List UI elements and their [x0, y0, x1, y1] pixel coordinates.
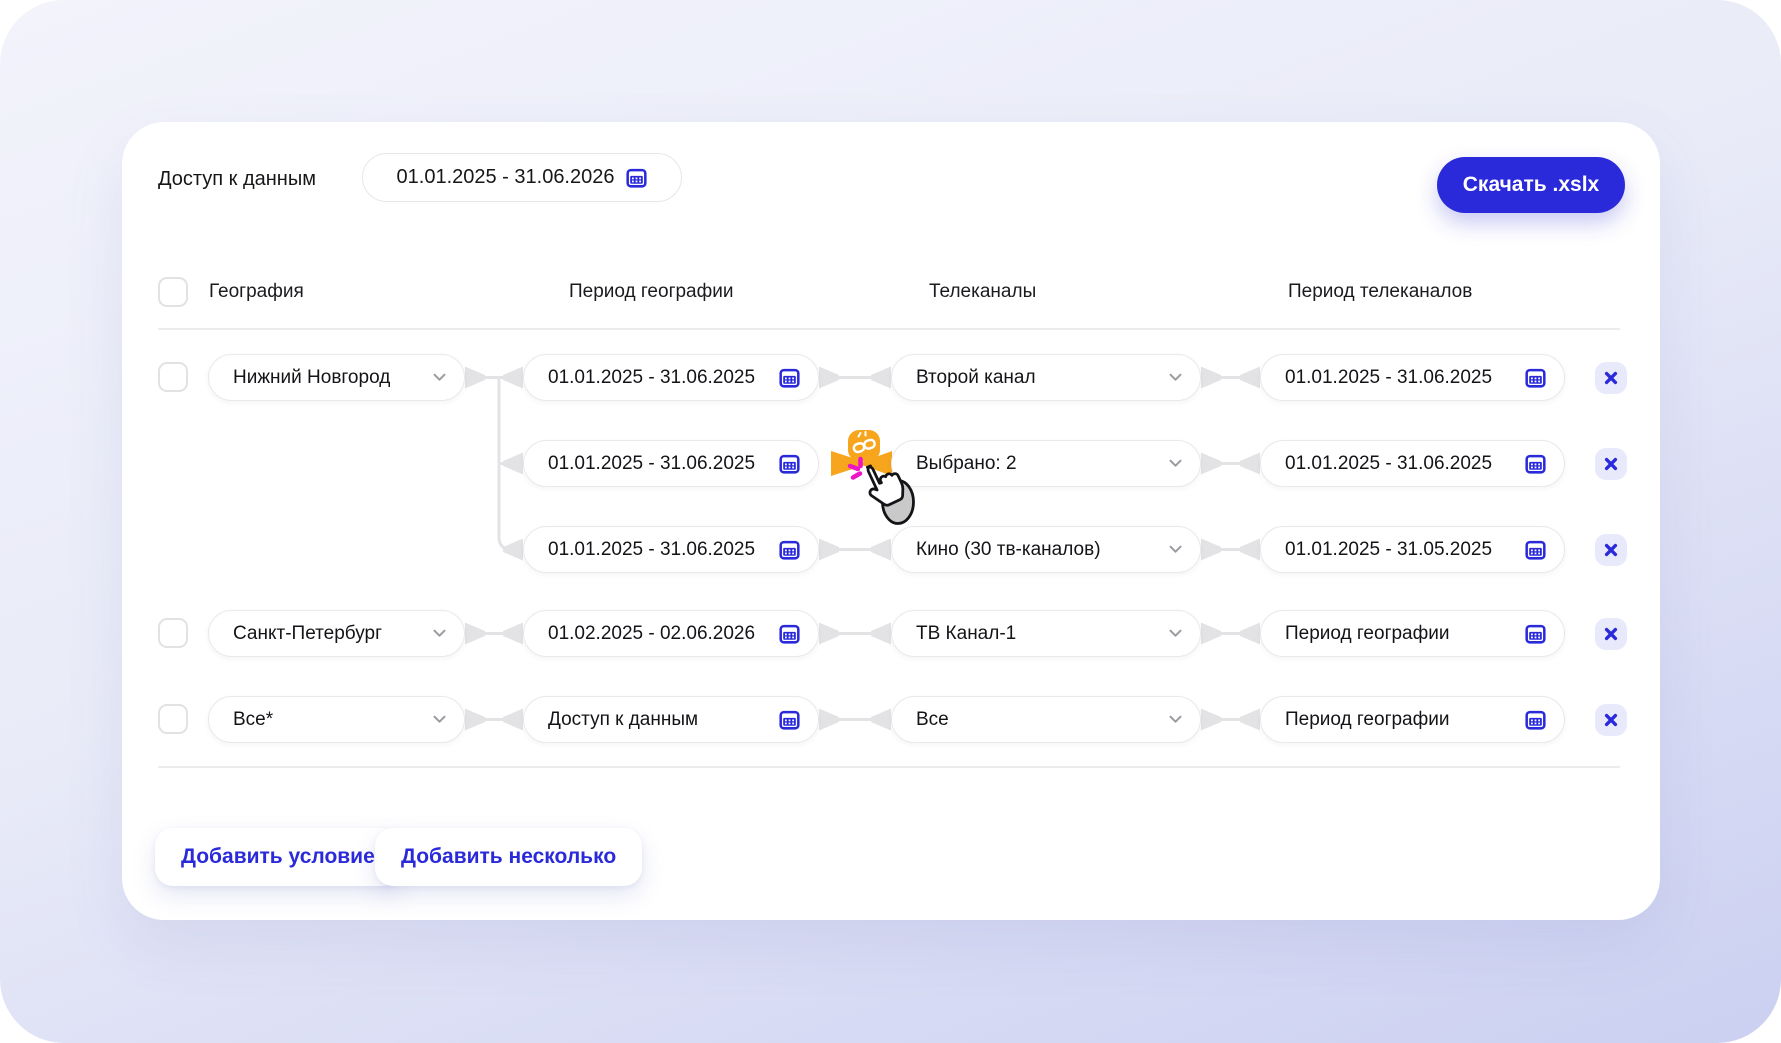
channel-period-value: 01.01.2025 - 31.05.2025	[1285, 538, 1493, 560]
select-all-checkbox[interactable]	[158, 277, 188, 307]
geo-period-input[interactable]: 01.01.2025 - 31.06.2025	[523, 354, 819, 401]
calendar-icon[interactable]	[626, 167, 648, 188]
chevron-down-icon	[433, 629, 446, 637]
channels-select[interactable]: ТВ Канал-1	[891, 610, 1201, 657]
channel-period-value: 01.01.2025 - 31.06.2025	[1285, 366, 1493, 388]
channels-value: Все	[916, 708, 949, 730]
remove-row-button[interactable]	[1595, 704, 1627, 736]
channels-select[interactable]: Все	[891, 696, 1201, 743]
calendar-icon[interactable]	[1525, 367, 1546, 388]
channel-period-input[interactable]: 01.01.2025 - 31.06.2025	[1260, 354, 1565, 401]
geo-period-value: Доступ к данным	[548, 708, 699, 730]
row-checkbox[interactable]	[158, 618, 188, 648]
geo-period-value: 01.01.2025 - 31.06.2025	[548, 538, 756, 560]
channels-value: Выбрано: 2	[916, 452, 1017, 474]
chevron-down-icon	[433, 715, 446, 723]
chevron-down-icon	[1169, 715, 1182, 723]
close-icon	[1604, 713, 1618, 727]
channel-period-value: 01.01.2025 - 31.06.2025	[1285, 452, 1493, 474]
channel-period-value: Период географии	[1285, 622, 1450, 644]
channels-value: Второй канал	[916, 366, 1036, 388]
geography-value: Санкт-Петербург	[233, 622, 383, 644]
geo-period-value: 01.01.2025 - 31.06.2025	[548, 452, 756, 474]
chevron-down-icon	[433, 373, 446, 381]
calendar-icon[interactable]	[1525, 539, 1546, 560]
calendar-icon[interactable]	[779, 709, 800, 730]
calendar-icon[interactable]	[779, 623, 800, 644]
calendar-icon[interactable]	[1525, 453, 1546, 474]
geo-period-input[interactable]: 01.02.2025 - 02.06.2026	[523, 610, 819, 657]
geography-value: Нижний Новгород	[233, 366, 391, 388]
geography-select[interactable]: Все*	[208, 696, 465, 743]
remove-row-button[interactable]	[1595, 362, 1627, 394]
remove-row-button[interactable]	[1595, 448, 1627, 480]
data-access-period-value: 01.01.2025 - 31.06.2026	[396, 166, 615, 188]
channels-value: Кино (30 тв-каналов)	[916, 538, 1101, 560]
close-icon	[1604, 457, 1618, 471]
geo-period-input[interactable]: 01.01.2025 - 31.06.2025	[523, 440, 819, 487]
close-icon	[1604, 627, 1618, 641]
chevron-down-icon	[1169, 459, 1182, 467]
header-geo-period: Период географии	[569, 281, 734, 302]
add-condition-button[interactable]: Добавить условие	[155, 828, 401, 886]
geography-select[interactable]: Нижний Новгород	[208, 354, 465, 401]
chevron-down-icon	[1169, 629, 1182, 637]
filter-panel-card: Доступ к данным 01.01.2025 - 31.06.2026 …	[122, 122, 1660, 920]
remove-row-button[interactable]	[1595, 618, 1627, 650]
channel-period-input[interactable]: Период географии	[1260, 610, 1565, 657]
geo-period-input[interactable]: 01.01.2025 - 31.06.2025	[523, 526, 819, 573]
calendar-icon[interactable]	[1525, 623, 1546, 644]
channel-period-value: Период географии	[1285, 708, 1450, 730]
header-channel-period: Период телеканалов	[1288, 281, 1473, 302]
data-access-label: Доступ к данным	[158, 168, 316, 190]
channel-period-input[interactable]: Период географии	[1260, 696, 1565, 743]
chevron-down-icon	[1169, 545, 1182, 553]
geo-period-value: 01.01.2025 - 31.06.2025	[548, 366, 756, 388]
channels-value: ТВ Канал-1	[916, 622, 1017, 644]
add-multiple-button[interactable]: Добавить несколько	[375, 828, 643, 886]
remove-row-button[interactable]	[1595, 534, 1627, 566]
footer-separator	[158, 766, 1620, 768]
header-geography: География	[209, 281, 304, 302]
calendar-icon[interactable]	[779, 453, 800, 474]
geography-value: Все*	[233, 708, 274, 730]
geo-period-value: 01.02.2025 - 02.06.2026	[548, 622, 756, 644]
data-access-period-input[interactable]: 01.01.2025 - 31.06.2026	[362, 153, 682, 202]
calendar-icon[interactable]	[1525, 709, 1546, 730]
channels-select[interactable]: Кино (30 тв-каналов)	[891, 526, 1201, 573]
channel-period-input[interactable]: 01.01.2025 - 31.06.2025	[1260, 440, 1565, 487]
connector-lines	[465, 366, 1260, 731]
channels-select[interactable]: Выбрано: 2	[891, 440, 1201, 487]
channels-select[interactable]: Второй канал	[891, 354, 1201, 401]
download-xslx-button[interactable]: Скачать .xslx	[1437, 157, 1625, 213]
link-highlight-connector	[831, 430, 892, 476]
header-separator	[158, 328, 1620, 330]
chevron-down-icon	[1169, 373, 1182, 381]
row-checkbox[interactable]	[158, 704, 188, 734]
geography-select[interactable]: Санкт-Петербург	[208, 610, 465, 657]
calendar-icon[interactable]	[779, 367, 800, 388]
close-icon	[1604, 543, 1618, 557]
row-checkbox[interactable]	[158, 362, 188, 392]
calendar-icon[interactable]	[779, 539, 800, 560]
close-icon	[1604, 371, 1618, 385]
header-channels: Телеканалы	[929, 281, 1037, 302]
channel-period-input[interactable]: 01.01.2025 - 31.05.2025	[1260, 526, 1565, 573]
geo-period-input[interactable]: Доступ к данным	[523, 696, 819, 743]
